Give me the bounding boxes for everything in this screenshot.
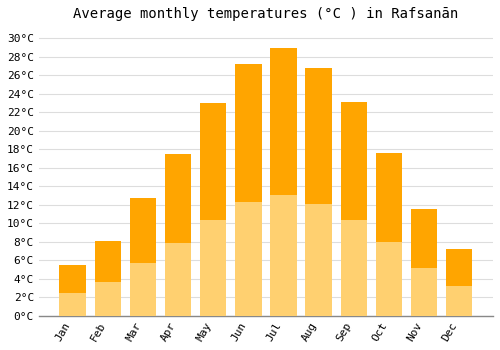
Bar (94, 282, 121, 316)
Bar (200, 220, 226, 316)
Bar (235, 203, 262, 316)
Bar (235, 64, 262, 203)
Bar (446, 249, 472, 286)
Bar (340, 219, 367, 316)
Bar (270, 195, 296, 316)
Bar (340, 102, 367, 219)
Bar (60, 293, 86, 316)
Bar (165, 154, 191, 243)
Bar (411, 268, 438, 316)
Bar (446, 286, 472, 316)
Bar (200, 103, 226, 220)
Bar (376, 153, 402, 243)
Bar (94, 241, 121, 282)
Bar (270, 48, 296, 195)
Bar (165, 243, 191, 316)
Bar (411, 209, 438, 268)
Bar (306, 68, 332, 204)
Bar (130, 198, 156, 263)
Bar (130, 263, 156, 316)
Bar (60, 265, 86, 293)
Title: Average monthly temperatures (°C ) in Rafsanān: Average monthly temperatures (°C ) in Ra… (74, 7, 458, 21)
Bar (306, 204, 332, 316)
Bar (376, 243, 402, 316)
